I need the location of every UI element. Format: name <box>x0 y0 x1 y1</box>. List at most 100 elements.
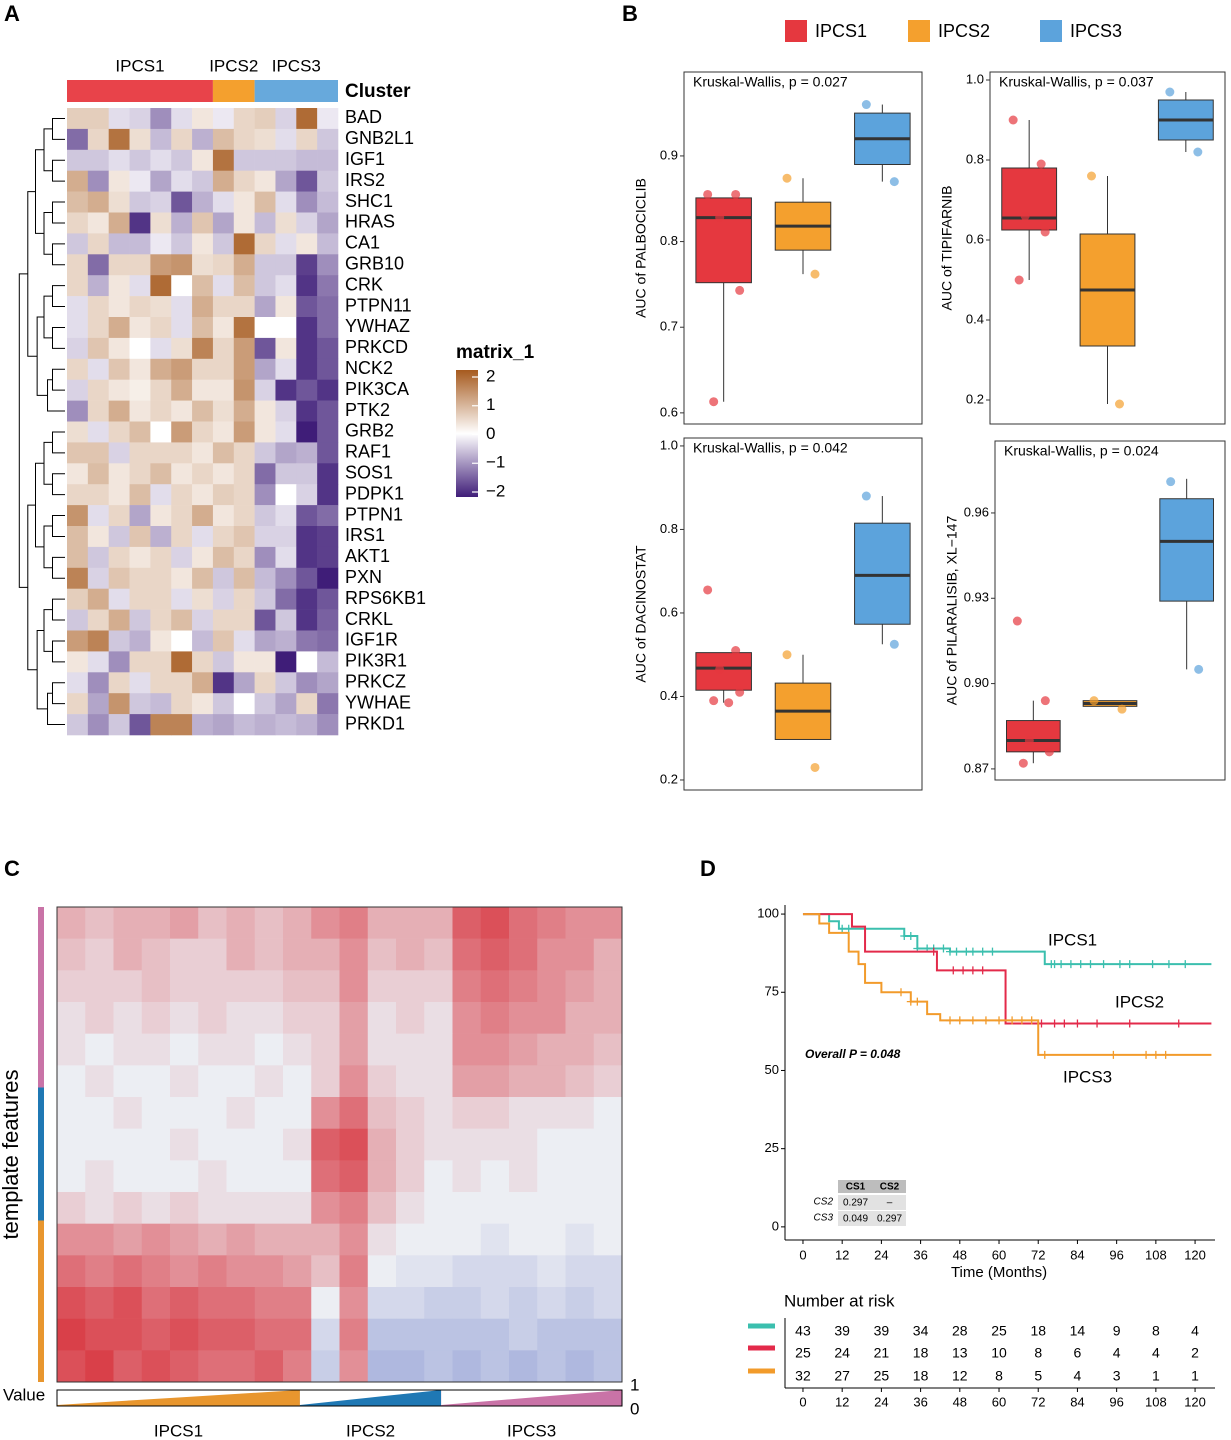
heatmap-cell <box>275 421 297 443</box>
heatmap-cell <box>212 567 235 589</box>
heatmap-cell <box>296 609 318 631</box>
censor-mark <box>1181 960 1190 969</box>
heatmap-cell <box>129 400 151 422</box>
heatmap-cell <box>396 938 425 971</box>
heatmap-cell <box>396 1033 425 1066</box>
heatmap-cell <box>67 108 89 130</box>
box <box>1001 167 1058 231</box>
row-label: PRKCD <box>345 337 408 357</box>
heatmap-cell <box>87 651 109 673</box>
risk-count: 10 <box>991 1345 1007 1361</box>
heatmap-cell <box>233 358 255 380</box>
heatmap-cell <box>150 463 172 485</box>
risk-count: 32 <box>795 1368 811 1384</box>
heatmap-cell <box>424 1318 453 1351</box>
heatmap-cell <box>192 275 214 297</box>
legend-swatch <box>1040 20 1062 42</box>
censor-mark <box>978 947 987 956</box>
x-tick-label: 60 <box>992 1247 1006 1262</box>
y-tick-label: 0.7 <box>660 319 678 334</box>
heatmap-cell <box>212 672 235 694</box>
heatmap-cell <box>452 1002 482 1034</box>
heatmap-cell <box>367 1097 397 1129</box>
dendrogram <box>52 368 65 391</box>
heatmap-cell <box>108 317 130 339</box>
heatmap-cell <box>593 1002 623 1034</box>
heatmap-cell <box>311 1033 340 1066</box>
heatmap-cell <box>129 651 151 673</box>
heatmap-cell <box>275 149 297 171</box>
heatmap-cell <box>339 1350 369 1383</box>
colorbar-tick-label: −1 <box>486 453 505 472</box>
annotation: Overall P = 0.048 <box>805 1047 901 1061</box>
censor-mark <box>913 997 922 1006</box>
heatmap-cell <box>233 275 255 297</box>
heatmap-cell <box>192 191 214 213</box>
heatmap-cell <box>67 442 89 464</box>
heatmap-cell <box>233 693 255 715</box>
heatmap-cell <box>317 170 339 192</box>
heatmap-cell <box>67 296 89 318</box>
heatmap-cell <box>141 1192 171 1224</box>
heatmap-cell <box>254 1033 284 1066</box>
heatmap-cell <box>171 421 193 443</box>
heatmap-cell <box>452 1223 482 1256</box>
heatmap-cell <box>452 1350 482 1383</box>
heatmap-cell <box>212 442 235 464</box>
censor-mark <box>978 966 987 975</box>
table-cell <box>872 1211 906 1226</box>
heatmap-cell <box>283 1160 312 1193</box>
heatmap-cell <box>198 1033 227 1066</box>
row-label: PRKCZ <box>345 672 406 692</box>
heatmap-cell <box>317 672 339 694</box>
dendrogram <box>52 117 65 140</box>
heatmap-cell <box>275 337 297 360</box>
row-label: PTK2 <box>345 400 390 420</box>
heatmap-cell <box>129 421 151 443</box>
heatmap-cell <box>150 484 172 506</box>
heatmap-cell <box>150 254 172 276</box>
risk-count: 6 <box>1074 1345 1082 1361</box>
heatmap-cell <box>452 1065 482 1098</box>
survival-curve <box>802 913 1212 1056</box>
heatmap-cell <box>87 630 109 652</box>
heatmap-cell <box>57 938 86 971</box>
heatmap-cell <box>150 546 172 569</box>
heatmap-cell <box>254 546 276 569</box>
heatmap-cell <box>254 1160 284 1193</box>
heatmap-cell <box>212 275 235 297</box>
censor-mark <box>929 947 938 956</box>
heatmap-cell <box>170 938 199 971</box>
heatmap-cell <box>367 1287 397 1319</box>
heatmap-cell <box>275 212 297 234</box>
heatmap-cell <box>87 484 109 506</box>
heatmap-cell <box>254 1097 284 1129</box>
row-label: RAF1 <box>345 442 391 462</box>
heatmap-cell <box>108 651 130 673</box>
cluster-title: Cluster <box>345 81 411 102</box>
heatmap-cell <box>212 463 235 485</box>
heatmap-cell <box>367 1128 397 1161</box>
heatmap-cell <box>396 1287 425 1319</box>
heatmap-cell <box>129 337 151 360</box>
data-point <box>1036 159 1046 169</box>
heatmap-cell <box>192 337 214 360</box>
heatmap-cell <box>296 317 318 339</box>
dendrogram <box>52 515 65 537</box>
heatmap-cell <box>85 1255 114 1288</box>
heatmap-cell <box>108 672 130 694</box>
y-tick-label: 0.90 <box>964 675 989 690</box>
risk-count: 13 <box>952 1345 968 1361</box>
dendrogram <box>43 441 53 485</box>
x-tick-label: 96 <box>1109 1247 1123 1262</box>
risk-x-tick-label: 108 <box>1145 1394 1167 1409</box>
heatmap-cell <box>424 1192 453 1224</box>
heatmap-cell <box>226 1255 256 1288</box>
heatmap-cell <box>192 317 214 339</box>
heatmap-cell <box>311 1350 340 1383</box>
heatmap-cell <box>254 463 276 485</box>
row-label: GNB2L1 <box>345 128 414 148</box>
censor-mark <box>1148 960 1157 969</box>
risk-count: 2 <box>1191 1345 1199 1361</box>
heatmap-cell <box>233 421 255 443</box>
